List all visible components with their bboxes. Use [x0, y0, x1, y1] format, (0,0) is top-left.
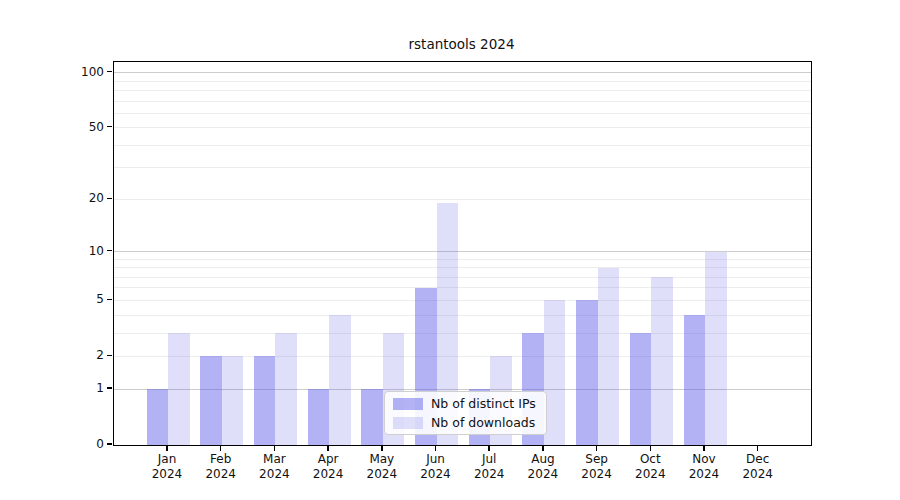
legend-row-distinct-ips: Nb of distinct IPs — [393, 396, 538, 411]
legend-swatch-downloads-icon — [393, 417, 423, 429]
bar-downloads-jan — [168, 333, 190, 445]
minor-gridline — [114, 199, 811, 200]
bar-distinct-ips-nov — [684, 315, 706, 445]
bar-distinct-ips-jan — [147, 389, 169, 445]
bar-distinct-ips-may — [361, 389, 383, 445]
x-axis-tick — [274, 446, 276, 451]
bar-downloads-nov — [705, 252, 727, 445]
legend-label-distinct-ips: Nb of distinct IPs — [431, 396, 536, 411]
bar-downloads-sep — [598, 268, 620, 445]
major-gridline — [114, 72, 811, 73]
minor-gridline — [114, 127, 811, 128]
x-axis-tick — [542, 446, 544, 451]
minor-gridline — [114, 145, 811, 146]
y-tick-label: 10 — [38, 244, 104, 258]
y-axis-tick — [107, 250, 112, 252]
x-tick-label: Dec2024 — [718, 452, 798, 482]
bar-distinct-ips-oct — [630, 333, 652, 445]
y-axis-tick — [107, 198, 112, 200]
x-axis-tick — [327, 446, 329, 451]
y-tick-label: 1 — [38, 381, 104, 395]
x-axis-tick — [757, 446, 759, 451]
bar-distinct-ips-sep — [576, 300, 598, 445]
plot-area — [113, 61, 812, 446]
x-axis-tick — [381, 446, 383, 451]
y-axis-tick — [107, 355, 112, 357]
x-tick-label-year: 2024 — [718, 467, 798, 482]
bar-downloads-apr — [329, 315, 351, 445]
minor-gridline — [114, 81, 811, 82]
x-axis-tick — [596, 446, 598, 451]
legend-row-downloads: Nb of downloads — [393, 415, 538, 430]
y-tick-label: 5 — [38, 292, 104, 306]
y-tick-label: 20 — [38, 191, 104, 205]
y-tick-label: 100 — [38, 65, 104, 79]
y-tick-label: 0 — [38, 437, 104, 451]
y-axis-tick — [107, 387, 112, 389]
bar-downloads-aug — [544, 300, 566, 445]
chart-figure: rstantools 2024 1005020105210Jan2024Feb2… — [0, 0, 900, 500]
legend-swatch-distinct-ips-icon — [393, 398, 423, 410]
y-axis-tick — [107, 443, 112, 445]
y-axis-tick — [107, 71, 112, 73]
bar-distinct-ips-apr — [308, 389, 330, 445]
legend: Nb of distinct IPs Nb of downloads — [384, 391, 547, 435]
x-axis-tick — [650, 446, 652, 451]
minor-gridline — [114, 90, 811, 91]
bar-distinct-ips-mar — [254, 356, 276, 445]
minor-gridline — [114, 113, 811, 114]
x-axis-tick — [488, 446, 490, 451]
y-tick-label: 2 — [38, 348, 104, 362]
chart-title: rstantools 2024 — [113, 36, 810, 52]
y-axis-tick — [107, 126, 112, 128]
x-axis-tick — [220, 446, 222, 451]
x-axis-tick — [703, 446, 705, 451]
bar-distinct-ips-feb — [200, 356, 222, 445]
minor-gridline — [114, 167, 811, 168]
x-axis-tick — [166, 446, 168, 451]
legend-label-downloads: Nb of downloads — [431, 415, 535, 430]
x-axis-tick — [435, 446, 437, 451]
bar-downloads-feb — [222, 356, 244, 445]
bar-downloads-oct — [651, 277, 673, 445]
minor-gridline — [114, 101, 811, 102]
bar-downloads-mar — [275, 333, 297, 445]
y-axis-tick — [107, 299, 112, 301]
y-tick-label: 50 — [38, 120, 104, 134]
